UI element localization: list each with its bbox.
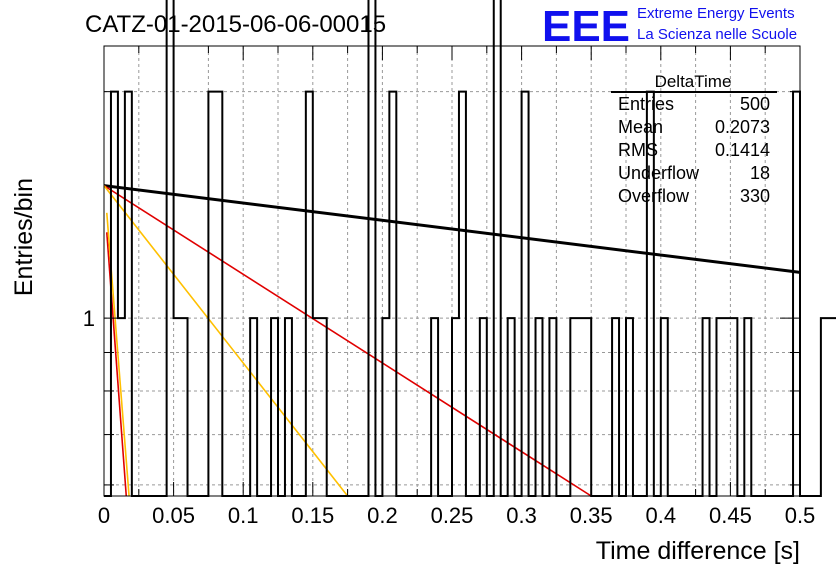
logo-line-2: La Scienza nelle Scuole (637, 26, 797, 43)
stats-label-rms: RMS (618, 140, 658, 160)
x-tick-label: 0.5 (785, 503, 816, 528)
stats-box: DeltaTime Entries 500 Mean 0.2073 RMS 0.… (611, 72, 777, 206)
fit-line-1 (103, 184, 592, 497)
y-axis-label: Entries/bin (10, 178, 38, 296)
stats-value-overflow: 330 (740, 186, 770, 206)
x-tick-label: 0.35 (570, 503, 613, 528)
stats-value-underflow: 18 (750, 163, 770, 183)
stats-value-mean: 0.2073 (715, 117, 770, 137)
x-tick-labels: 0 0.05 0.1 0.15 0.2 0.25 0.3 0.35 0.4 0.45 0.5 (98, 503, 815, 528)
x-tick-label: 0.05 (152, 503, 195, 528)
eee-logo: EEE (542, 2, 630, 51)
stats-value-entries: 500 (740, 94, 770, 114)
axis-ticks (103, 46, 801, 496)
x-tick-label: 0.45 (709, 503, 752, 528)
stats-name: DeltaTime (655, 72, 732, 91)
x-tick-label: 0.4 (646, 503, 677, 528)
x-axis-label: Time difference [s] (596, 537, 800, 565)
stats-label-underflow: Underflow (618, 163, 700, 183)
stats-label-entries: Entries (618, 94, 674, 114)
y-tick-label: 1 (83, 306, 95, 331)
fit-line-0 (103, 184, 801, 274)
y-tick-labels: 1 (83, 306, 95, 331)
x-tick-label: 0.3 (506, 503, 537, 528)
stats-label-mean: Mean (618, 117, 663, 137)
stats-label-overflow: Overflow (618, 186, 690, 206)
x-tick-label: 0.15 (291, 503, 334, 528)
x-tick-label: 0.1 (228, 503, 259, 528)
stats-rows: Entries 500 Mean 0.2073 RMS 0.1414 Under… (618, 94, 770, 206)
fit-line-3 (105, 232, 128, 497)
x-tick-label: 0.2 (367, 503, 398, 528)
run-title: CATZ-01-2015-06-06-00015 (85, 11, 386, 38)
logo-line-1: Extreme Energy Events (637, 5, 795, 22)
stats-value-rms: 0.1414 (715, 140, 770, 160)
x-tick-label: 0.25 (431, 503, 474, 528)
fit-line-2 (103, 185, 349, 497)
x-tick-label: 0 (98, 503, 110, 528)
